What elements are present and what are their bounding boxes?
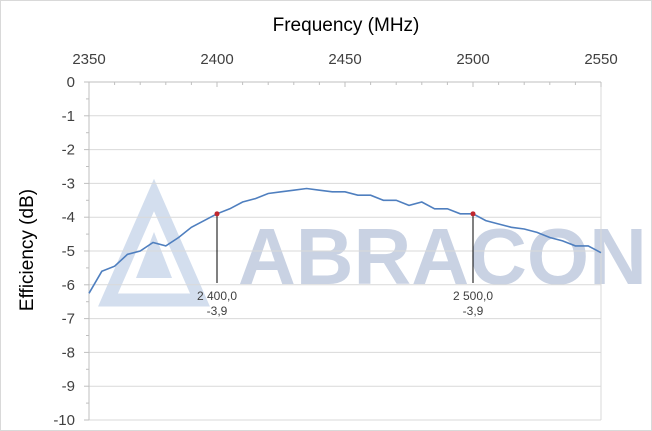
x-tick-label: 2500 (456, 51, 489, 68)
y-tick-label: -6 (62, 277, 75, 294)
annotation-marker (214, 211, 220, 217)
y-tick-label: -9 (62, 378, 75, 395)
y-tick-label: -1 (62, 108, 75, 125)
annotation-y-value: -3,9 (207, 304, 228, 318)
y-tick-label: -8 (62, 344, 75, 361)
y-tick-label: -3 (62, 175, 75, 192)
abracon-logo-mark (98, 178, 210, 307)
abracon-watermark: ABRACON (98, 178, 647, 307)
x-axis-title: Frequency (MHz) (273, 15, 420, 36)
y-axis-title: Efficiency (dB) (17, 189, 38, 311)
annotation-y-value: -3,9 (463, 304, 484, 318)
annotation-x-value: 2 400,0 (197, 289, 237, 303)
y-tick-label: 0 (67, 74, 75, 91)
series-line (88, 187, 602, 294)
x-tick-label: 2450 (328, 51, 361, 68)
y-tick-label: -10 (53, 412, 75, 429)
annotation-x-value: 2 500,0 (453, 289, 493, 303)
annotation-marker (470, 211, 476, 217)
y-tick-label: -7 (62, 311, 75, 328)
y-tick-label: -4 (62, 209, 75, 226)
x-tick-label: 2400 (200, 51, 233, 68)
axes (84, 81, 602, 421)
y-tick-labels: 0 -1 -2 -3 -4 -5 -6 -7 -8 -9 -10 (53, 74, 75, 429)
annotations: 2 400,0-3,92 500,0-3,9 (197, 211, 493, 318)
x-tick-label: 2350 (72, 51, 105, 68)
x-tick-labels: 2350 2400 2450 2500 2550 (72, 51, 617, 68)
y-tick-label: -5 (62, 243, 75, 260)
y-tick-label: -2 (62, 142, 75, 159)
x-tick-label: 2550 (584, 51, 617, 68)
watermark-text: ABRACON (238, 212, 647, 301)
grid-lines (89, 82, 602, 421)
